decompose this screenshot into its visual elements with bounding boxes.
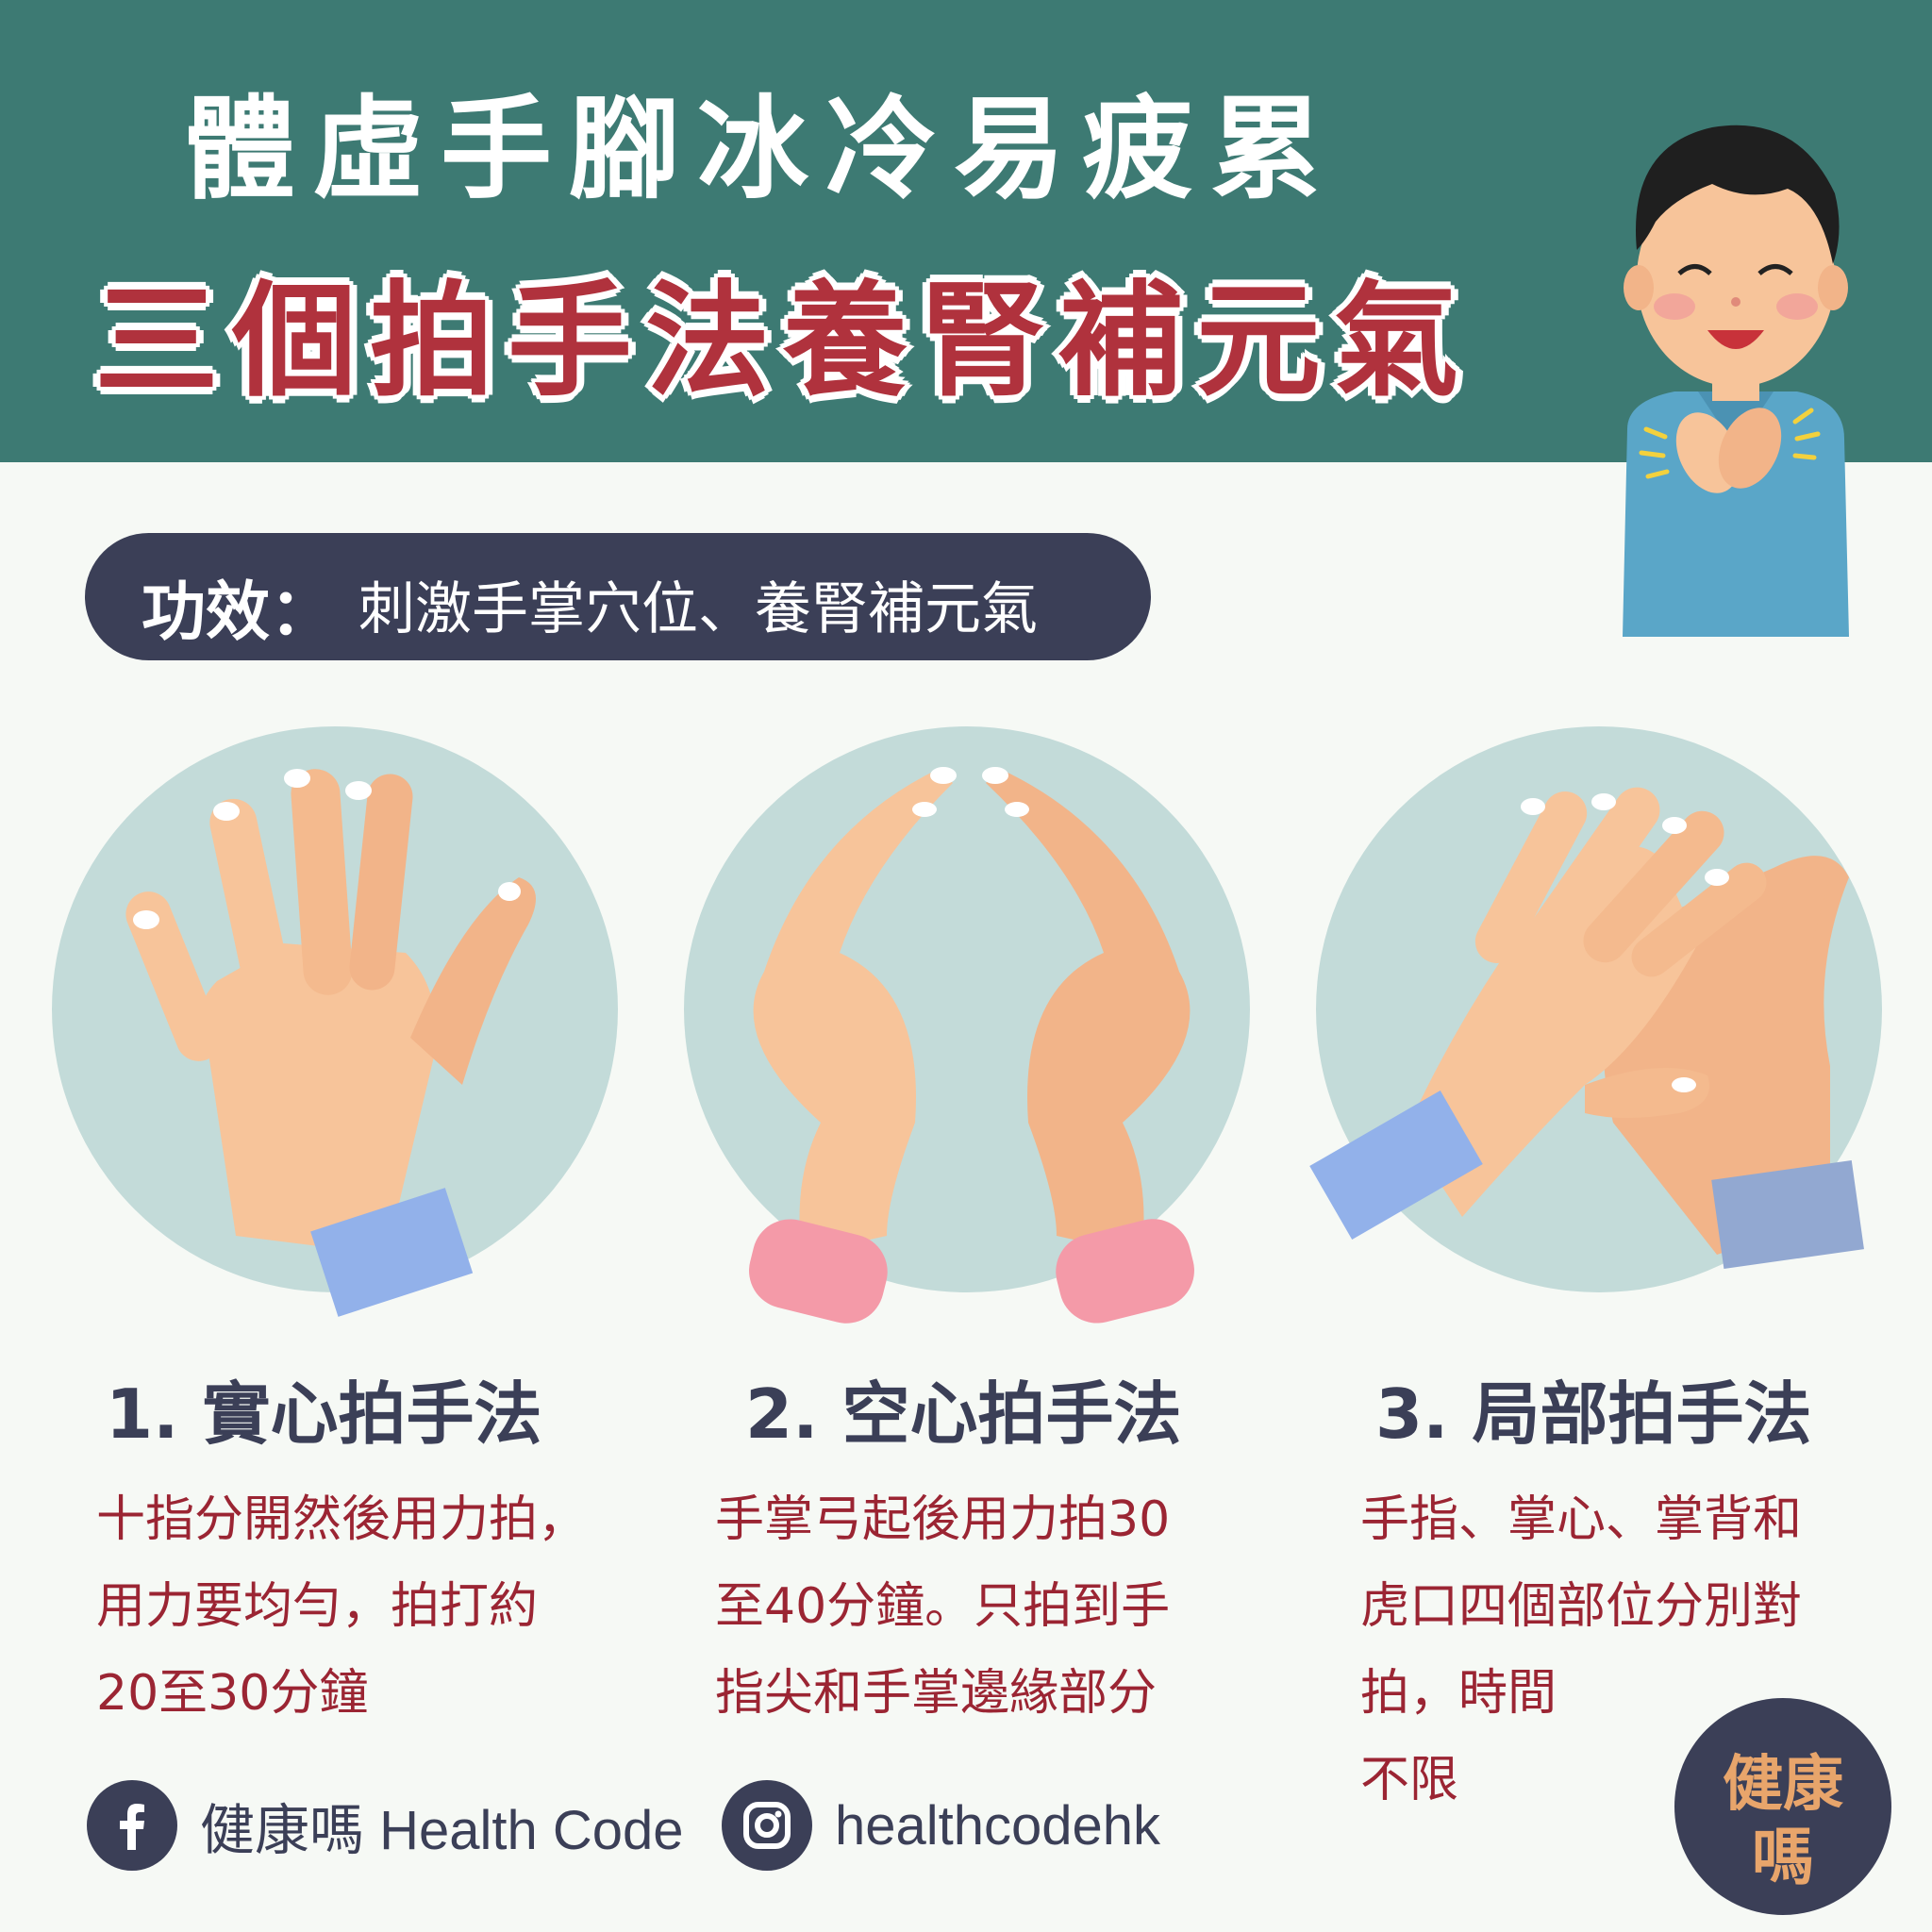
facebook-link[interactable]: 健康嗎 Health Code bbox=[87, 1778, 684, 1873]
page-title: 體虛手腳冰冷易疲累 bbox=[184, 84, 1340, 214]
instagram-icon bbox=[722, 1780, 812, 1871]
facebook-icon bbox=[87, 1780, 177, 1871]
solid-clap-illustration bbox=[52, 726, 618, 1317]
method-2-line-2: 至40分鐘。只拍到手 bbox=[715, 1578, 1171, 1635]
instagram-handle: healthcodehk bbox=[835, 1794, 1161, 1857]
method-3-line-4: 不限 bbox=[1360, 1752, 1459, 1808]
logo-line-2: 嗎 bbox=[1752, 1821, 1814, 1893]
page-subtitle: 三個拍手法養腎補元氣 bbox=[92, 267, 1472, 417]
partial-clap-illustration bbox=[1309, 726, 1882, 1292]
method-1-line-3: 20至30分鐘 bbox=[96, 1665, 369, 1722]
facebook-page-name: 健康嗎 Health Code bbox=[200, 1800, 684, 1861]
clapping-person-illustration bbox=[1623, 125, 1849, 637]
method-1-line-1: 十指分開然後用力拍， bbox=[96, 1491, 588, 1548]
method-3-line-1: 手指、掌心、掌背和 bbox=[1360, 1491, 1803, 1548]
method-2-title: 2. 空心拍手法 bbox=[745, 1374, 1182, 1454]
method-2-line-1: 手掌弓起後用力拍30 bbox=[715, 1491, 1171, 1548]
method-3-description: 手指、掌心、掌背和 虎口四個部位分別對 拍，時間 不限 bbox=[1360, 1476, 1926, 1824]
hollow-clap-illustration bbox=[684, 726, 1250, 1324]
method-3-line-2: 虎口四個部位分別對 bbox=[1360, 1578, 1803, 1635]
effect-banner: 功效： 刺激手掌穴位、養腎補元氣 bbox=[85, 533, 1151, 660]
method-1-description: 十指分開然後用力拍， 用力要均勻，拍打約 20至30分鐘 bbox=[96, 1476, 662, 1737]
method-1-line-2: 用力要均勻，拍打約 bbox=[96, 1578, 539, 1635]
effect-label: 功效： bbox=[142, 575, 335, 650]
brand-logo: 健康 嗎 bbox=[1674, 1698, 1891, 1915]
logo-line-1: 健康 bbox=[1723, 1750, 1843, 1820]
method-2-description: 手掌弓起後用力拍30 至40分鐘。只拍到手 指尖和手掌邊緣部分 bbox=[715, 1476, 1281, 1737]
header-banner bbox=[0, 0, 1932, 462]
instagram-link[interactable]: healthcodehk bbox=[722, 1778, 1160, 1873]
method-2-line-3: 指尖和手掌邊緣部分 bbox=[715, 1665, 1158, 1722]
method-1-title: 1. 實心拍手法 bbox=[106, 1374, 542, 1454]
method-3-line-3: 拍，時間 bbox=[1360, 1665, 1557, 1722]
method-3-title: 3. 局部拍手法 bbox=[1375, 1374, 1812, 1454]
effect-text: 刺激手掌穴位、養腎補元氣 bbox=[358, 576, 1038, 642]
